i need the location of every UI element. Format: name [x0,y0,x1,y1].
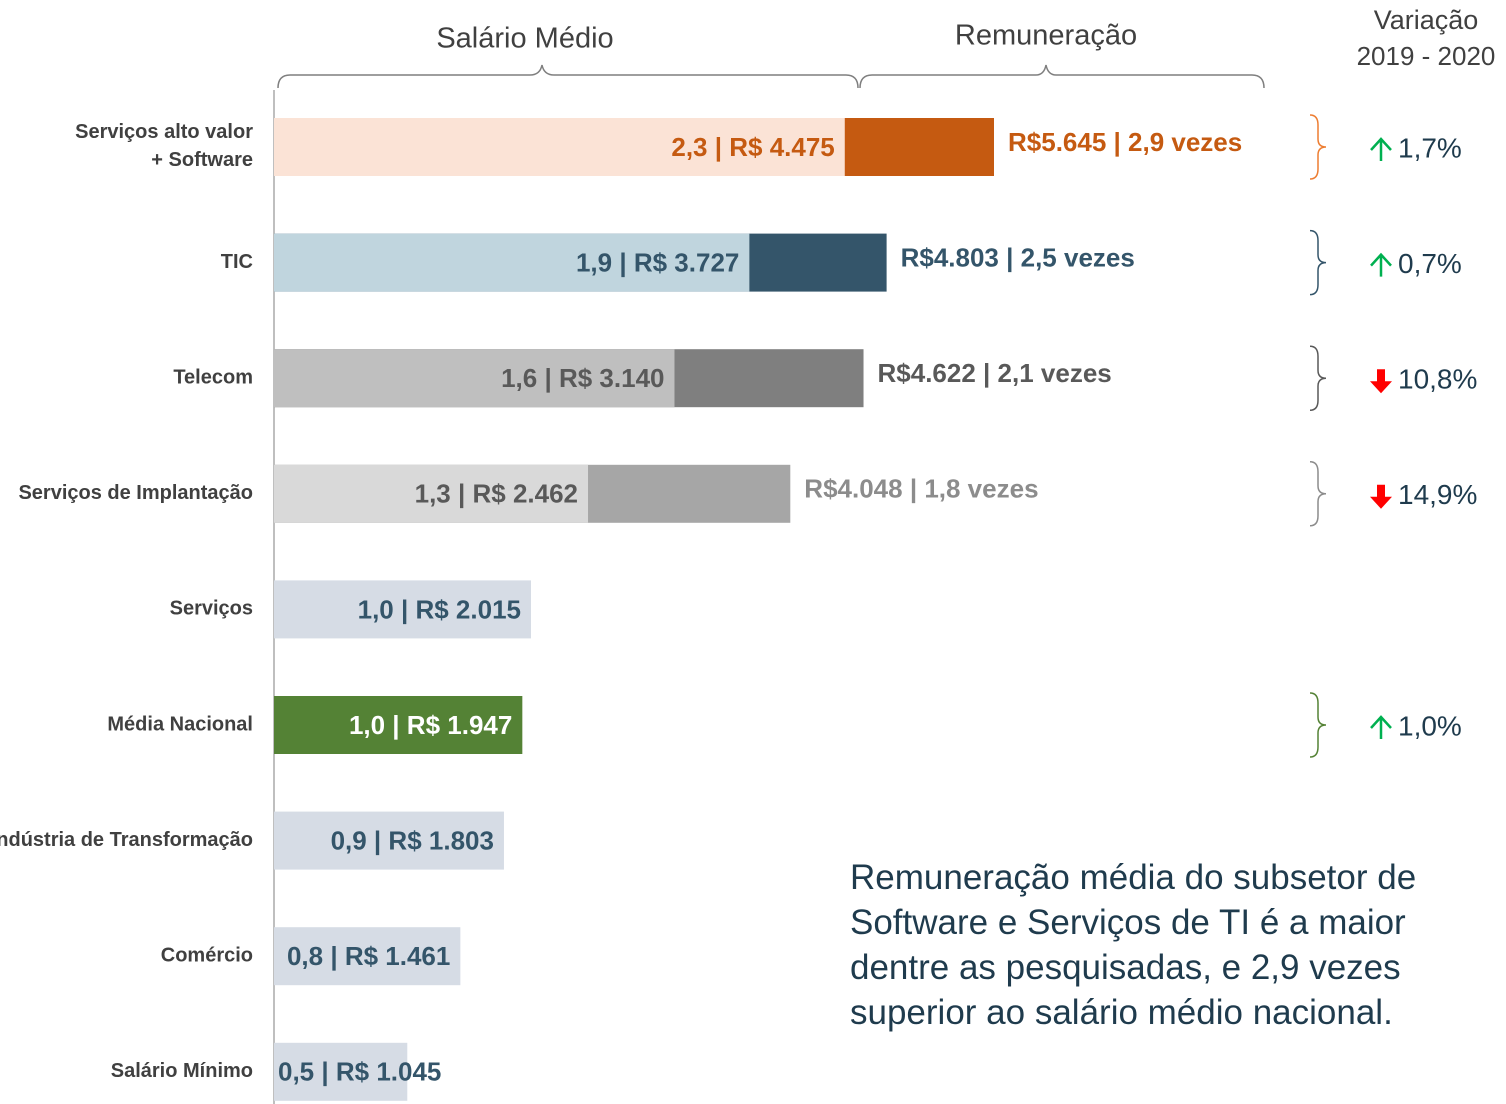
bar-salario [274,1042,408,1101]
bar-salario [274,696,523,754]
variation-header: 2019 - 2020 [1357,41,1496,71]
value-label: 1,0 | R$ 2.015 [358,594,521,624]
value-label: 1,9 | R$ 3.727 [576,247,739,277]
value-label: 0,5 | R$ 1.045 [278,1057,441,1087]
value-label: 1,0 | R$ 1.947 [349,710,512,740]
annotation: Remuneração média do subsetor de Softwar… [850,858,1417,1032]
row-brace [1309,692,1327,758]
bar-salario [274,233,750,292]
bar-salario [274,927,461,986]
row-brace [1309,229,1327,296]
category-label: Serviços [170,598,253,620]
category-label: Serviços alto valor + Software [75,121,253,171]
arrow-up [1370,252,1392,277]
group-brace [277,64,859,89]
bar-salario [274,349,675,408]
group-brace [859,64,1265,89]
group-label: Remuneração [955,20,1137,52]
row-brace [1309,461,1327,527]
value-label: 0,9 | R$ 1.803 [331,825,494,855]
value-label: R$5.645 | 2,9 vezes [1008,127,1242,157]
arrow-down [1370,369,1392,394]
category-label: Serviços de Implantação [18,482,253,504]
value-label: 0,8 | R$ 1.461 [287,941,450,971]
value-label: R$4.048 | 1,8 vezes [804,474,1038,504]
variation-label: 14,9% [1398,479,1477,510]
value-label: R$4.622 | 2,1 vezes [878,358,1112,388]
value-label: 1,6 | R$ 3.140 [501,363,664,393]
value-label: 1,3 | R$ 2.462 [415,479,578,509]
bar-salario [274,464,589,523]
bar-salario [274,118,845,176]
bar-salario [274,811,504,870]
category-label: Salário Mínimo [111,1060,253,1082]
variation-label: 1,7% [1398,132,1462,163]
group-label: Salário Médio [436,23,613,55]
variation-label: 0,7% [1398,248,1462,279]
arrow-up [1370,715,1392,739]
variation-label: 1,0% [1398,710,1462,741]
row-brace [1309,345,1327,411]
category-label: Comércio [161,944,253,966]
arrow-up [1370,137,1392,161]
variation-header: Variação [1374,5,1479,35]
row-brace [1309,114,1327,180]
category-label: TIC [221,251,253,273]
category-label: Telecom [173,366,253,388]
value-label: 2,3 | R$ 4.475 [671,132,834,162]
value-label: R$4.803 | 2,5 vezes [901,242,1135,272]
variation-label: 10,8% [1398,364,1477,395]
arrow-down [1370,484,1392,509]
bar-salario [274,580,532,639]
category-label: Indústria de Transformação [0,829,253,851]
category-label: Média Nacional [107,713,253,735]
